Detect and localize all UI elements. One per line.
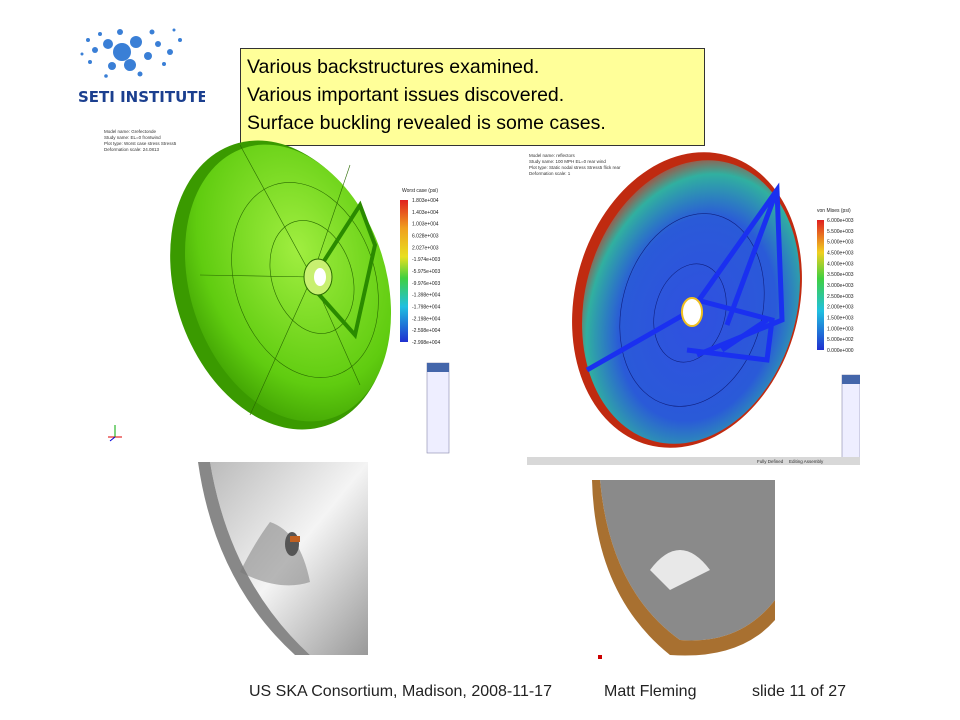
dish — [170, 140, 392, 430]
header-line: Study name: 100 MPH EL=0 rear wind — [529, 159, 606, 164]
legend-title: von Mises (psi) — [817, 208, 851, 214]
legend-value: 6.028e+003 — [412, 234, 439, 240]
header-line: Deformation scale: 1 — [529, 171, 571, 176]
legend-value: -2.998e+004 — [412, 340, 440, 346]
legend-value: 5.500e+003 — [827, 229, 854, 235]
legend-value: 4.000e+003 — [827, 261, 854, 267]
note-line: Various important issues discovered. — [247, 84, 565, 106]
legend-value: 3.000e+003 — [827, 283, 854, 289]
dish — [572, 152, 802, 448]
logo: SETI INSTITUTE — [78, 28, 205, 106]
legend-value: -2.598e+004 — [412, 328, 440, 334]
note-line: Various backstructures examined. — [247, 56, 540, 78]
legend-value: -1.798e+004 — [412, 305, 440, 311]
note-box: Various backstructures examined. Various… — [240, 48, 705, 146]
legend-value: -5.975e+003 — [412, 269, 440, 275]
footer-slide: slide 11 of 27 — [752, 683, 846, 700]
status-text: Editing Assembly — [789, 459, 824, 464]
legend-value: 2.000e+003 — [827, 305, 854, 311]
legend-value: 6.000e+003 — [827, 218, 854, 224]
legend-value: 5.000e+002 — [827, 337, 854, 343]
legend-value: 1.500e+003 — [827, 316, 854, 322]
legend-value: -2.198e+004 — [412, 316, 440, 322]
buckling-image-right — [590, 480, 775, 665]
header-line: Model name: Grefectonde — [104, 129, 157, 134]
legend-value: 2.027e+003 — [412, 245, 439, 251]
orientation-panel — [426, 362, 450, 454]
buckling-image-left — [198, 462, 368, 655]
legend-value: -1.398e+004 — [412, 293, 440, 299]
legend-value: -9.976e+003 — [412, 281, 440, 287]
header-line: Plot type: Worst case stress Stress5 — [104, 141, 177, 146]
note-line: Surface buckling revealed is some cases. — [247, 112, 606, 134]
legend-value: 0.000e+000 — [827, 348, 854, 354]
panel-title — [842, 375, 860, 384]
header-line: Plot type: Static nodal stress Stress5 f… — [529, 165, 621, 170]
legend-value: 1.003e+004 — [412, 222, 439, 228]
legend-value: 4.500e+003 — [827, 251, 854, 257]
header-line: Model name: reflectors — [529, 153, 576, 158]
color-bar — [817, 220, 824, 350]
legend-value: 1.803e+004 — [412, 198, 439, 204]
legend-value: 2.500e+003 — [827, 294, 854, 300]
orientation-panel — [841, 374, 860, 461]
legend-value: 1.403e+004 — [412, 210, 439, 216]
legend-value: -1.974e+003 — [412, 257, 440, 263]
footer-author: Matt Fleming — [604, 683, 697, 700]
header-line: Deformation scale: 24.0813 — [104, 147, 160, 152]
axis-triad — [108, 425, 122, 442]
legend-title: Worst case (psi) — [402, 188, 438, 194]
legend-value: 1.000e+003 — [827, 326, 854, 332]
logo-text: SETI INSTITUTE — [78, 88, 205, 106]
status-bar — [527, 457, 860, 465]
footer-event: US SKA Consortium, Madison, 2008-11-17 — [249, 683, 552, 700]
legend-value: 5.000e+003 — [827, 240, 854, 246]
panel-title — [427, 363, 449, 372]
legend-value: 3.500e+003 — [827, 272, 854, 278]
header-line: Study name: EL=0 frontwind — [104, 135, 161, 140]
status-text: Fully Defined — [757, 459, 784, 464]
color-bar — [400, 200, 408, 342]
